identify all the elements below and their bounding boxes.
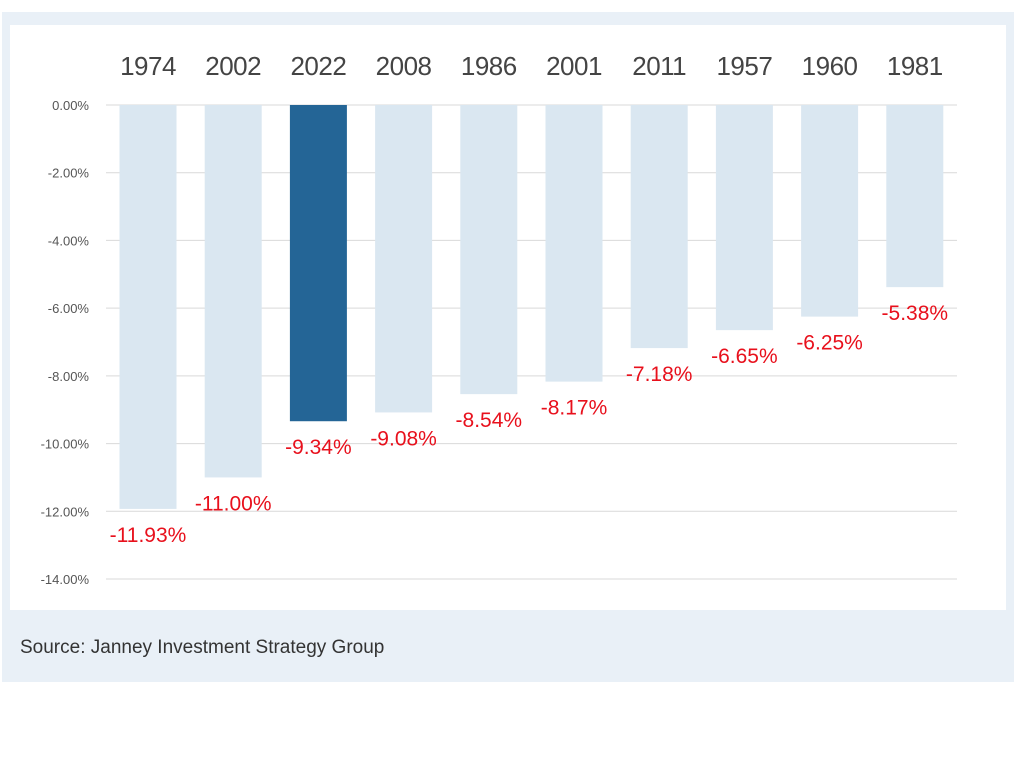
data-label: -7.18% [626,363,693,386]
data-label: -6.25% [796,332,863,355]
y-tick-label: -4.00% [48,233,90,248]
bar [460,105,518,395]
y-tick-label: -12.00% [41,504,90,519]
bar [204,105,262,478]
data-label: -6.65% [711,345,778,368]
y-tick-label: -10.00% [41,437,90,452]
data-label: -9.34% [285,436,352,459]
bar [886,105,944,288]
category-label: 2008 [376,51,432,81]
bar [119,105,177,509]
bar [801,105,859,317]
data-label: -8.54% [456,409,523,432]
category-label: 2002 [205,51,261,81]
category-label: 1986 [461,51,517,81]
y-tick-label: 0.00% [52,98,89,113]
y-tick-label: -2.00% [48,166,90,181]
bar [715,105,773,331]
bar [375,105,433,413]
category-label: 1974 [120,51,176,81]
bar [630,105,688,349]
category-label: 1981 [887,51,943,81]
data-label: -9.08% [370,427,437,450]
category-label: 2022 [290,51,346,81]
data-label: -11.00% [195,492,272,515]
bar [545,105,603,382]
data-label: -11.93% [110,524,187,547]
source-note: Source: Janney Investment Strategy Group [20,637,385,658]
data-label: -8.17% [541,397,608,420]
category-label: 2011 [632,51,686,81]
category-label: 1960 [802,51,858,81]
y-tick-label: -6.00% [48,301,90,316]
y-tick-label: -14.00% [41,572,90,587]
y-tick-label: -8.00% [48,369,90,384]
category-label: 1957 [716,51,772,81]
bar [289,105,347,422]
category-label: 2001 [546,51,602,81]
data-label: -5.38% [882,302,949,325]
